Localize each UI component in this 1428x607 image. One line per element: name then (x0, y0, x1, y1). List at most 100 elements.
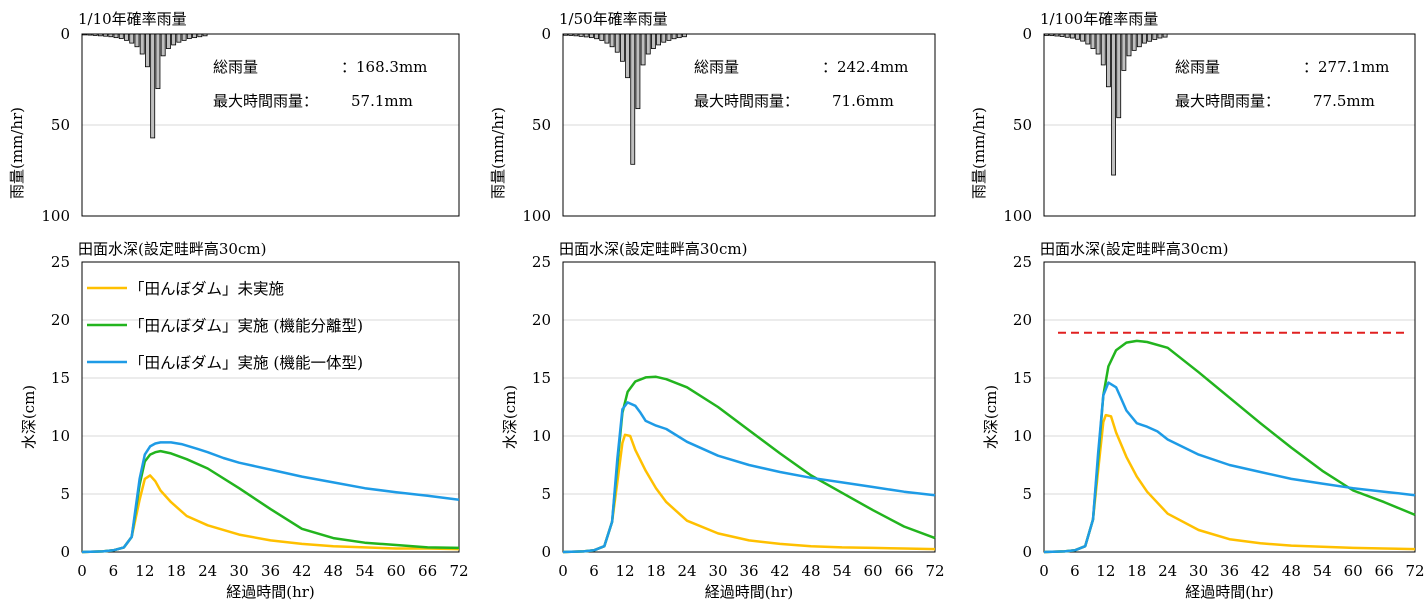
y-axis-label: 水深(cm) (982, 385, 1000, 449)
y-axis-label: 水深(cm) (501, 385, 519, 449)
rain-bar (682, 33, 687, 38)
rain-bar (171, 33, 177, 46)
x-tick-label: 48 (324, 562, 343, 580)
rain-bar (202, 33, 208, 37)
max-hourly-rain-label: 最大時間雨量： (694, 92, 799, 110)
rain-bar (1080, 33, 1086, 42)
x-tick-label: 72 (1405, 562, 1424, 580)
plot-area (81, 33, 460, 217)
chart-panel-4: 0 5 10 15 20 25 水深(cm) 田面水深(設定畦畔高30cm) 0 6 12 18 24 3… (20, 240, 469, 601)
x-axis-label: 経過時間(hr) (226, 583, 315, 601)
y-tick-label: 25 (51, 253, 70, 271)
x-tick-label: 0 (77, 562, 87, 580)
rain-bar (1064, 33, 1070, 38)
rain-bar (1069, 33, 1075, 39)
legend-label-3: 「田んぼダム」実施 (機能一体型) (129, 354, 363, 372)
rain-bar (573, 33, 579, 37)
y-tick-label: 0 (60, 543, 70, 561)
chart-panel-5: 0 5 10 15 20 25 水深(cm) 田面水深(設定畦畔高30cm) 0 6 12 18 24 3… (501, 240, 945, 601)
x-tick-label: 12 (615, 562, 634, 580)
chart-title: 1/100年確率雨量 (1040, 10, 1158, 28)
x-tick-label: 12 (135, 562, 154, 580)
rain-bar (181, 33, 187, 41)
y-tick-label: 0 (541, 25, 551, 43)
y-tick-label: 20 (1013, 311, 1032, 329)
rain-bar (645, 33, 651, 55)
rain-bar (1100, 33, 1106, 66)
rain-bar (1121, 33, 1127, 71)
rain-bar (192, 33, 198, 39)
y-tick-label: 0 (60, 25, 70, 43)
x-tick-label: 30 (230, 562, 249, 580)
rain-bar (1106, 33, 1111, 88)
rain-bar (139, 33, 145, 55)
x-tick-label: 60 (863, 562, 882, 580)
legend-label-1: 「田んぼダム」未実施 (129, 280, 284, 298)
rain-bar (563, 33, 568, 36)
rain-bar (1136, 33, 1142, 48)
y-tick-label: 25 (532, 253, 551, 271)
rain-bar (599, 33, 605, 41)
x-tick-label: 6 (1070, 562, 1080, 580)
rain-bar (150, 33, 156, 139)
max-hourly-rain-value: 57.1mm (351, 92, 413, 110)
series-line-3 (1043, 381, 1416, 554)
x-tick-label: 12 (1096, 562, 1115, 580)
rain-bar (1147, 33, 1153, 42)
rain-bar (160, 33, 166, 57)
x-tick-label: 42 (1251, 562, 1270, 580)
x-tick-label: 48 (1282, 562, 1301, 580)
rain-bar (186, 33, 192, 39)
rain-bar (1075, 33, 1080, 40)
max-hourly-rain-label: 最大時間雨量： (213, 92, 318, 110)
x-tick-label: 18 (646, 562, 665, 580)
rain-bar (1095, 33, 1101, 55)
rain-bar (676, 33, 682, 39)
chart-title: 1/10年確率雨量 (78, 10, 187, 28)
rain-bar (1157, 33, 1163, 39)
total-rain-value: ：277.1mm (1303, 58, 1389, 76)
total-rain-label: 総雨量 (213, 58, 258, 76)
x-tick-label: 6 (109, 562, 119, 580)
rain-bar (1111, 33, 1116, 176)
x-tick-label: 36 (1220, 562, 1239, 580)
rain-bar (1152, 33, 1158, 40)
rain-bar (651, 33, 656, 49)
total-rain-value: ：168.3mm (341, 58, 427, 76)
x-tick-label: 42 (770, 562, 789, 580)
chart-title: 田面水深(設定畦畔高30cm) (559, 240, 747, 258)
y-tick-label: 15 (1013, 369, 1032, 387)
y-tick-label: 50 (51, 116, 70, 134)
max-hourly-rain-value: 71.6mm (832, 92, 894, 110)
x-tick-label: 0 (1039, 562, 1049, 580)
y-tick-label: 100 (41, 207, 70, 225)
rain-bar (1142, 33, 1147, 44)
rain-bar (1044, 33, 1049, 36)
y-axis-label: 雨量(mm/hr) (8, 107, 26, 199)
y-tick-label: 5 (1022, 485, 1032, 503)
y-tick-label: 5 (541, 485, 551, 503)
max-hourly-rain-label: 最大時間雨量： (1175, 92, 1280, 110)
x-tick-label: 54 (1313, 562, 1332, 580)
rain-bar (134, 33, 140, 48)
y-tick-label: 10 (1013, 427, 1032, 445)
y-tick-label: 0 (1022, 25, 1032, 43)
x-tick-label: 24 (1158, 562, 1177, 580)
rain-bar (630, 33, 636, 165)
x-tick-label: 36 (739, 562, 758, 580)
rain-bar (604, 33, 610, 44)
rain-bar (124, 33, 129, 41)
rain-bar (176, 33, 182, 43)
legend-label-2: 「田んぼダム」実施 (機能分離型) (129, 317, 363, 335)
rain-bar (1049, 33, 1055, 37)
x-tick-label: 18 (1127, 562, 1146, 580)
rain-bar (1126, 33, 1132, 57)
rain-bar (578, 33, 584, 37)
x-tick-label: 54 (355, 562, 374, 580)
rain-bar (635, 33, 641, 110)
total-rain-value: ：242.4mm (822, 58, 908, 76)
